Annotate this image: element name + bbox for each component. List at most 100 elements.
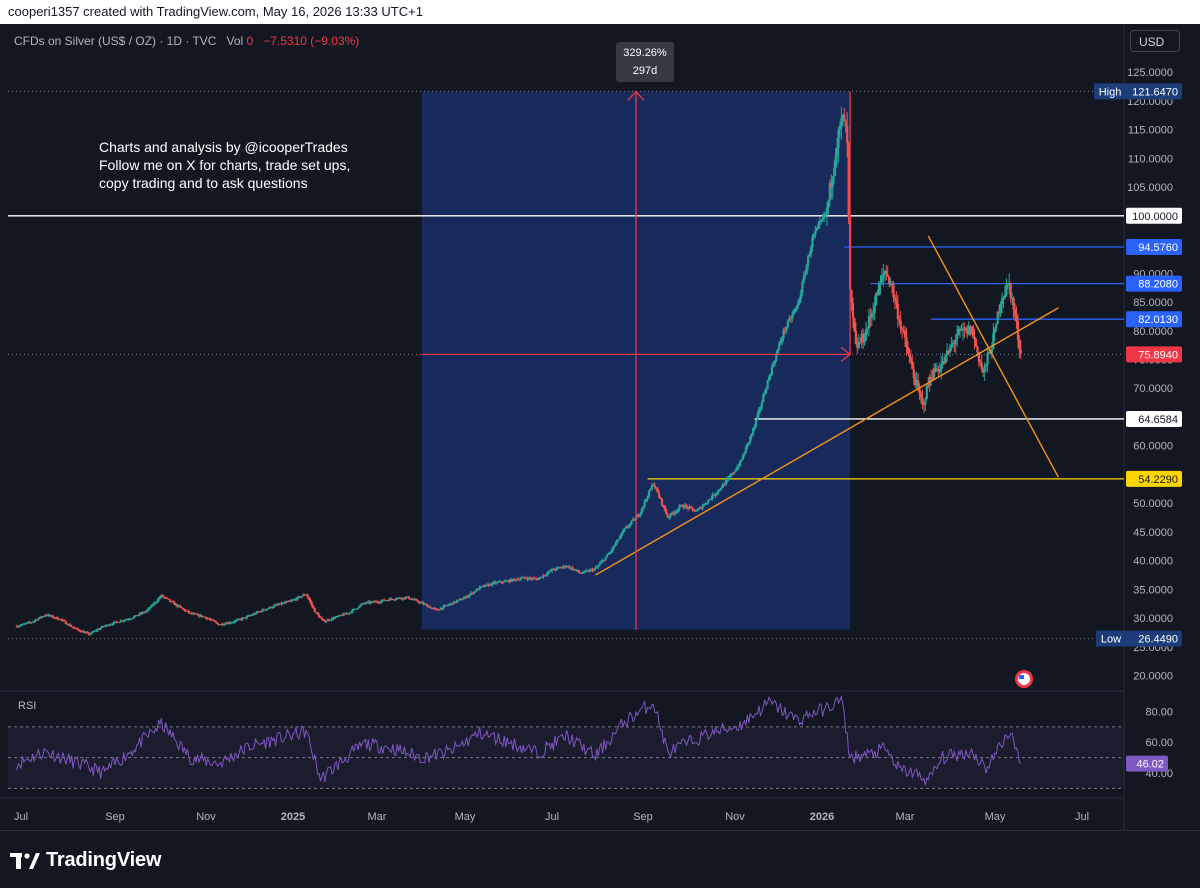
- candle: [984, 364, 988, 366]
- level-tag-bg: [1126, 207, 1182, 224]
- candle: [885, 270, 888, 275]
- candle: [438, 609, 441, 611]
- time-tick-label: Mar: [896, 811, 915, 823]
- candle: [759, 407, 762, 410]
- candle: [749, 436, 752, 442]
- currency-button[interactable]: USD: [1130, 30, 1180, 52]
- candle: [987, 351, 991, 354]
- candle: [869, 316, 872, 318]
- candle: [796, 303, 800, 307]
- candle: [332, 618, 335, 620]
- candle: [990, 348, 993, 354]
- candle: [947, 350, 950, 353]
- candle: [945, 350, 949, 356]
- chart-frame[interactable]: 125.0000 120.0000 115.0000 110.0000 105.0000…: [0, 24, 1200, 830]
- candle: [99, 627, 102, 630]
- candle: [407, 596, 410, 599]
- candle: [600, 561, 603, 564]
- candle: [704, 503, 707, 505]
- candle: [843, 114, 846, 122]
- candle: [996, 311, 999, 324]
- event-marker-canton-icon: [1019, 675, 1024, 679]
- candle: [446, 605, 449, 607]
- candle: [770, 366, 774, 375]
- candle: [229, 622, 232, 624]
- candle: [807, 256, 810, 266]
- candle: [383, 599, 386, 601]
- candle: [542, 575, 545, 578]
- candle: [950, 344, 953, 348]
- candle: [76, 628, 79, 630]
- candle: [215, 621, 218, 623]
- candle: [106, 624, 109, 626]
- candle: [656, 488, 659, 493]
- candle: [121, 620, 124, 622]
- candle: [760, 402, 763, 408]
- candle: [85, 632, 88, 634]
- candle: [475, 588, 478, 592]
- candle: [280, 603, 283, 605]
- candle: [202, 616, 205, 618]
- candle: [239, 619, 243, 621]
- candle: [598, 563, 601, 566]
- candle: [189, 612, 192, 614]
- high-label-bg: [1094, 83, 1126, 100]
- candle: [886, 274, 889, 277]
- candle: [64, 621, 67, 624]
- candle: [317, 614, 321, 618]
- candle: [744, 446, 748, 453]
- candle: [297, 596, 300, 598]
- candle: [491, 582, 494, 586]
- low-label-bg: [1096, 630, 1126, 647]
- candle: [533, 578, 536, 580]
- candle: [841, 114, 844, 119]
- candle: [40, 616, 43, 618]
- candle: [662, 505, 665, 507]
- candle: [915, 380, 918, 386]
- price-chart[interactable]: 125.0000120.0000115.0000110.0000105.0000…: [0, 24, 1200, 830]
- candle: [244, 617, 247, 619]
- candle: [510, 579, 513, 582]
- candle: [380, 600, 383, 603]
- candle: [66, 623, 69, 625]
- candle: [552, 568, 555, 570]
- candle: [953, 342, 956, 344]
- candle: [812, 234, 816, 237]
- candle: [113, 621, 117, 623]
- candle: [618, 536, 622, 540]
- candle: [584, 570, 587, 572]
- candle: [862, 333, 865, 343]
- candle: [805, 265, 808, 274]
- candle: [974, 339, 978, 347]
- candle: [41, 616, 44, 618]
- symbol-title: CFDs on Silver (US$ / OZ) · 1D · TVC: [14, 34, 217, 48]
- candle: [951, 342, 954, 345]
- candle: [521, 576, 525, 578]
- candle: [180, 606, 183, 609]
- candle: [485, 584, 489, 586]
- candle: [234, 620, 237, 623]
- candle: [221, 623, 224, 625]
- candle: [193, 613, 196, 615]
- candle: [194, 613, 198, 615]
- candle: [642, 506, 645, 510]
- candle: [621, 531, 625, 534]
- candle: [80, 630, 83, 632]
- rsi-value-tag: 46.02: [1136, 759, 1164, 771]
- candle: [316, 612, 319, 615]
- candle: [714, 494, 717, 496]
- candle: [663, 505, 666, 511]
- candle: [451, 603, 454, 605]
- candle: [417, 601, 421, 603]
- candle: [163, 596, 166, 598]
- candle: [741, 454, 745, 460]
- candle: [268, 606, 271, 609]
- candle: [902, 330, 905, 332]
- candle: [879, 282, 882, 284]
- candle: [937, 369, 940, 372]
- candle: [821, 218, 824, 221]
- candle: [420, 602, 423, 604]
- candle: [493, 582, 496, 584]
- candle: [478, 586, 481, 590]
- candle: [92, 631, 95, 633]
